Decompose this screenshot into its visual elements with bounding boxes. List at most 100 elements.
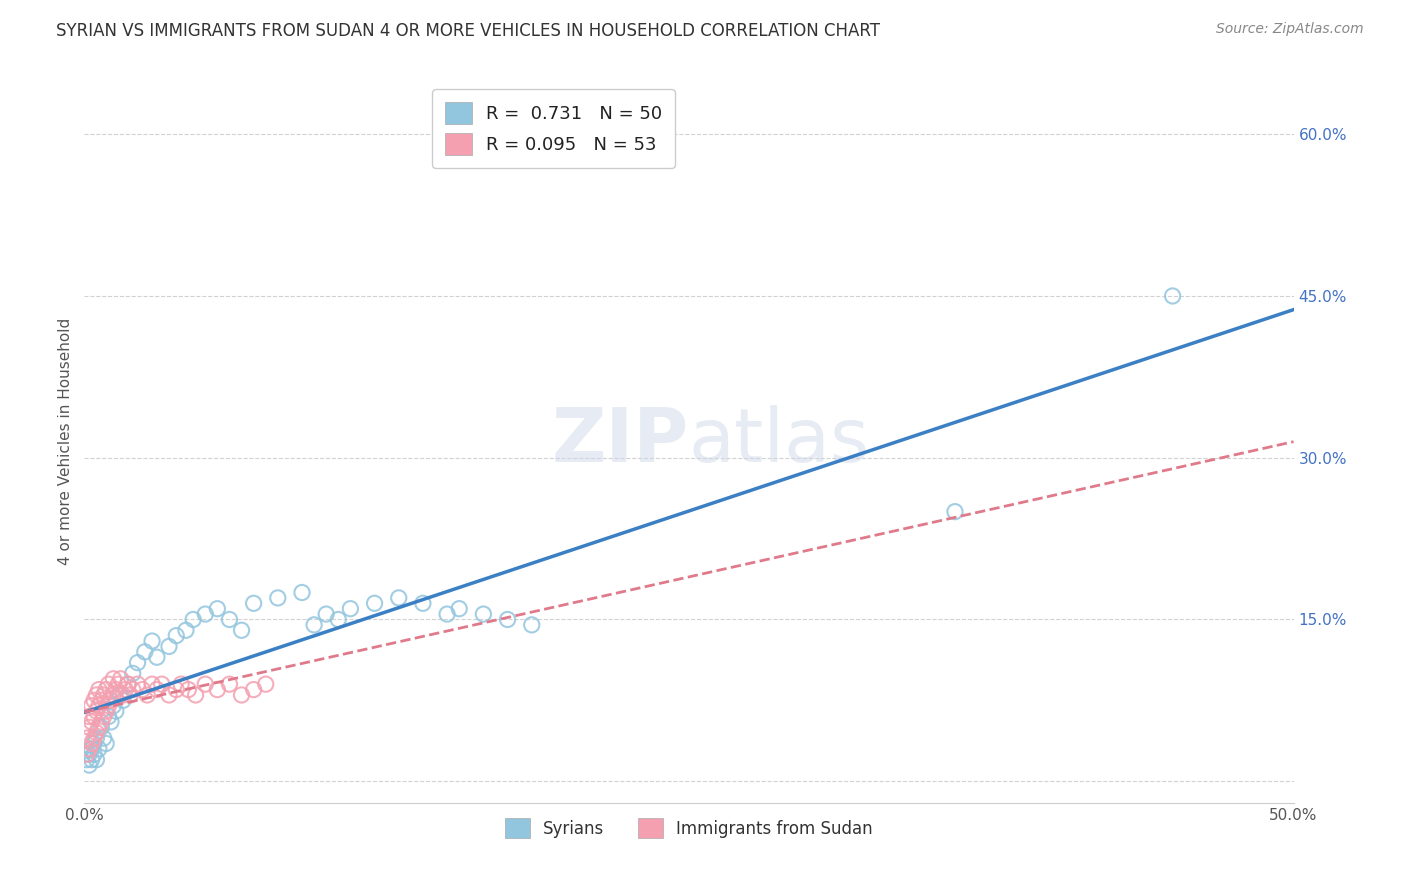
Point [165,629,187,643]
Text: SYRIAN VS IMMIGRANTS FROM SUDAN 4 OR MORE VEHICLES IN HOUSEHOLD CORRELATION CHAR: SYRIAN VS IMMIGRANTS FROM SUDAN 4 OR MOR… [56,22,880,40]
Point [254,677,277,691]
Point [134,645,156,659]
Point [94,682,117,697]
Point [170,677,193,691]
Text: ZIP: ZIP [551,405,689,478]
Point [83,693,105,707]
Point [77,742,100,756]
Point [97,698,120,713]
Point [77,758,100,772]
Point [100,693,122,707]
Point [77,747,100,762]
Point [103,688,125,702]
Point [339,601,361,615]
Point [80,737,103,751]
Point [90,714,112,729]
Point [157,640,180,654]
Point [218,677,240,691]
Point [242,596,264,610]
Point [1161,289,1184,303]
Point [174,624,197,638]
Point [131,682,153,697]
Point [121,682,143,697]
Point [80,742,103,756]
Text: atlas: atlas [689,405,870,478]
Point [943,505,966,519]
Point [520,618,543,632]
Point [157,688,180,702]
Point [112,693,135,707]
Point [150,677,173,691]
Point [127,656,149,670]
Point [315,607,337,621]
Point [86,725,108,739]
Point [412,596,434,610]
Point [94,737,117,751]
Legend: Syrians, Immigrants from Sudan: Syrians, Immigrants from Sudan [498,812,880,845]
Point [194,677,217,691]
Point [242,682,264,697]
Point [112,688,135,702]
Point [141,677,163,691]
Point [194,607,217,621]
Point [86,688,108,702]
Point [76,747,98,762]
Point [165,682,187,697]
Point [177,682,200,697]
Point [97,677,120,691]
Point [117,677,139,691]
Point [146,650,169,665]
Point [83,747,105,762]
Text: Source: ZipAtlas.com: Source: ZipAtlas.com [1216,22,1364,37]
Point [87,720,110,734]
Point [77,720,100,734]
Point [93,688,115,702]
Point [267,591,290,605]
Point [97,709,120,723]
Point [218,612,240,626]
Point [472,607,495,621]
Point [100,714,122,729]
Point [146,682,169,697]
Point [87,742,110,756]
Point [87,682,110,697]
Point [127,677,149,691]
Point [328,612,350,626]
Point [436,607,458,621]
Point [103,698,125,713]
Point [110,672,132,686]
Point [363,596,385,610]
Point [77,709,100,723]
Point [104,682,127,697]
Point [184,688,207,702]
Point [117,677,139,691]
Point [449,601,471,615]
Y-axis label: 4 or more Vehicles in Household: 4 or more Vehicles in Household [58,318,73,566]
Point [114,682,136,697]
Point [231,624,253,638]
Point [104,704,127,718]
Point [136,688,159,702]
Point [103,672,125,686]
Point [86,704,108,718]
Point [496,612,519,626]
Point [231,688,253,702]
Point [207,601,229,615]
Point [121,666,143,681]
Point [90,693,112,707]
Point [120,688,142,702]
Point [93,731,115,745]
Point [83,709,105,723]
Point [86,753,108,767]
Point [388,591,411,605]
Point [207,682,229,697]
Point [80,698,103,713]
Point [90,720,112,734]
Point [107,677,129,691]
Point [87,698,110,713]
Point [291,585,314,599]
Point [94,704,117,718]
Point [302,618,325,632]
Point [76,753,98,767]
Point [86,731,108,745]
